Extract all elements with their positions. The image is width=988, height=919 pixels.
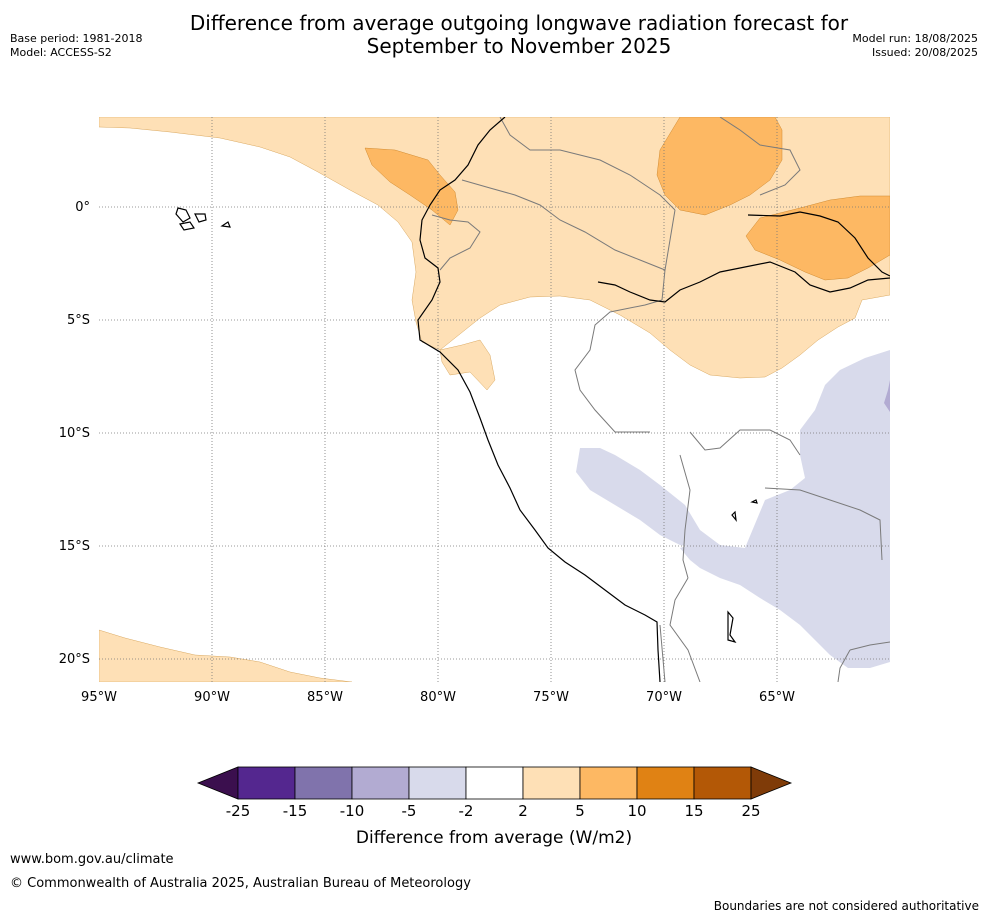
colorbar-bin [351, 766, 410, 800]
colorbar-tick-label: -15 [283, 802, 308, 820]
lat-label: 15°S [59, 539, 90, 554]
lat-label: 20°S [59, 652, 90, 667]
anomaly-region-neg2-neg5-central [576, 448, 720, 548]
coastline [175, 117, 890, 682]
footer-copyright: © Commonwealth of Australia 2025, Austra… [10, 876, 471, 891]
colorbar-bin [408, 766, 467, 800]
lon-label: 70°W [646, 690, 682, 705]
anomaly-region-5-10-west [364, 147, 459, 226]
lon-label: 75°W [533, 690, 569, 705]
title-line-2: September to November 2025 [366, 34, 672, 58]
colorbar-under-triangle [196, 766, 239, 800]
lon-label: 95°W [81, 690, 117, 705]
colorbar-tick-label: -25 [226, 802, 251, 820]
lon-label: 90°W [194, 690, 230, 705]
base-period-text: Base period: 1981-2018 [10, 32, 143, 45]
colorbar-over-triangle [750, 766, 793, 800]
country-borders [431, 117, 890, 682]
colorbar-title: Difference from average (W/m2) [356, 828, 632, 848]
meta-left: Base period: 1981-2018 Model: ACCESS-S2 [10, 32, 142, 60]
colorbar-bin [636, 766, 695, 800]
colorbar-bin [465, 766, 524, 800]
colorbar-tick-label: -2 [459, 802, 474, 820]
lon-label: 65°W [759, 690, 795, 705]
lat-label: 0° [75, 200, 90, 215]
anomaly-region-neg5-neg10 [884, 380, 890, 412]
anomaly-region-2-5-tongue [439, 339, 496, 391]
meta-right: Model run: 18/08/2025 Issued: 20/08/2025 [852, 32, 978, 60]
map-title: Difference from average outgoing longwav… [120, 12, 918, 58]
lat-label: 10°S [59, 426, 90, 441]
model-text: Model: ACCESS-S2 [10, 46, 112, 59]
colorbar-tick-label: 15 [684, 802, 703, 820]
anomaly-region-5-10-north [656, 117, 783, 216]
footer-url: www.bom.gov.au/climate [10, 852, 174, 867]
colorbar-bin [237, 766, 296, 800]
title-line-1: Difference from average outgoing longwav… [189, 11, 849, 35]
colorbar-tick-label: 2 [518, 802, 528, 820]
latitude-labels: 0° 5°S 10°S 15°S 20°S [59, 200, 90, 667]
model-run-text: Model run: 18/08/2025 [852, 32, 978, 45]
colorbar-tick-label: 25 [741, 802, 760, 820]
issued-text: Issued: 20/08/2025 [871, 46, 978, 59]
anomaly-region-5-10-east [745, 195, 890, 281]
map-field [99, 117, 890, 682]
colorbar: -25 -15 -10 -5 -2 2 5 10 15 25 [196, 766, 793, 820]
anomaly-region-2-5-south [99, 629, 353, 682]
colorbar-tick-label: 10 [627, 802, 646, 820]
colorbar-tick-label: 5 [575, 802, 585, 820]
colorbar-bin [294, 766, 353, 800]
colorbar-tick-label: -5 [402, 802, 417, 820]
longitude-labels: 95°W 90°W 85°W 80°W 75°W 70°W 65°W [81, 690, 795, 705]
anomaly-region-neg2-neg5-east [680, 350, 890, 668]
colorbar-bin [579, 766, 638, 800]
lat-label: 5°S [67, 313, 90, 328]
lon-label: 80°W [420, 690, 456, 705]
lon-label: 85°W [307, 690, 343, 705]
lat-lon-gridlines [99, 117, 890, 682]
colorbar-tick-label: -10 [340, 802, 365, 820]
footer-note: Boundaries are not considered authoritat… [713, 899, 979, 913]
colorbar-bin [693, 766, 752, 800]
colorbar-bin [522, 766, 581, 800]
